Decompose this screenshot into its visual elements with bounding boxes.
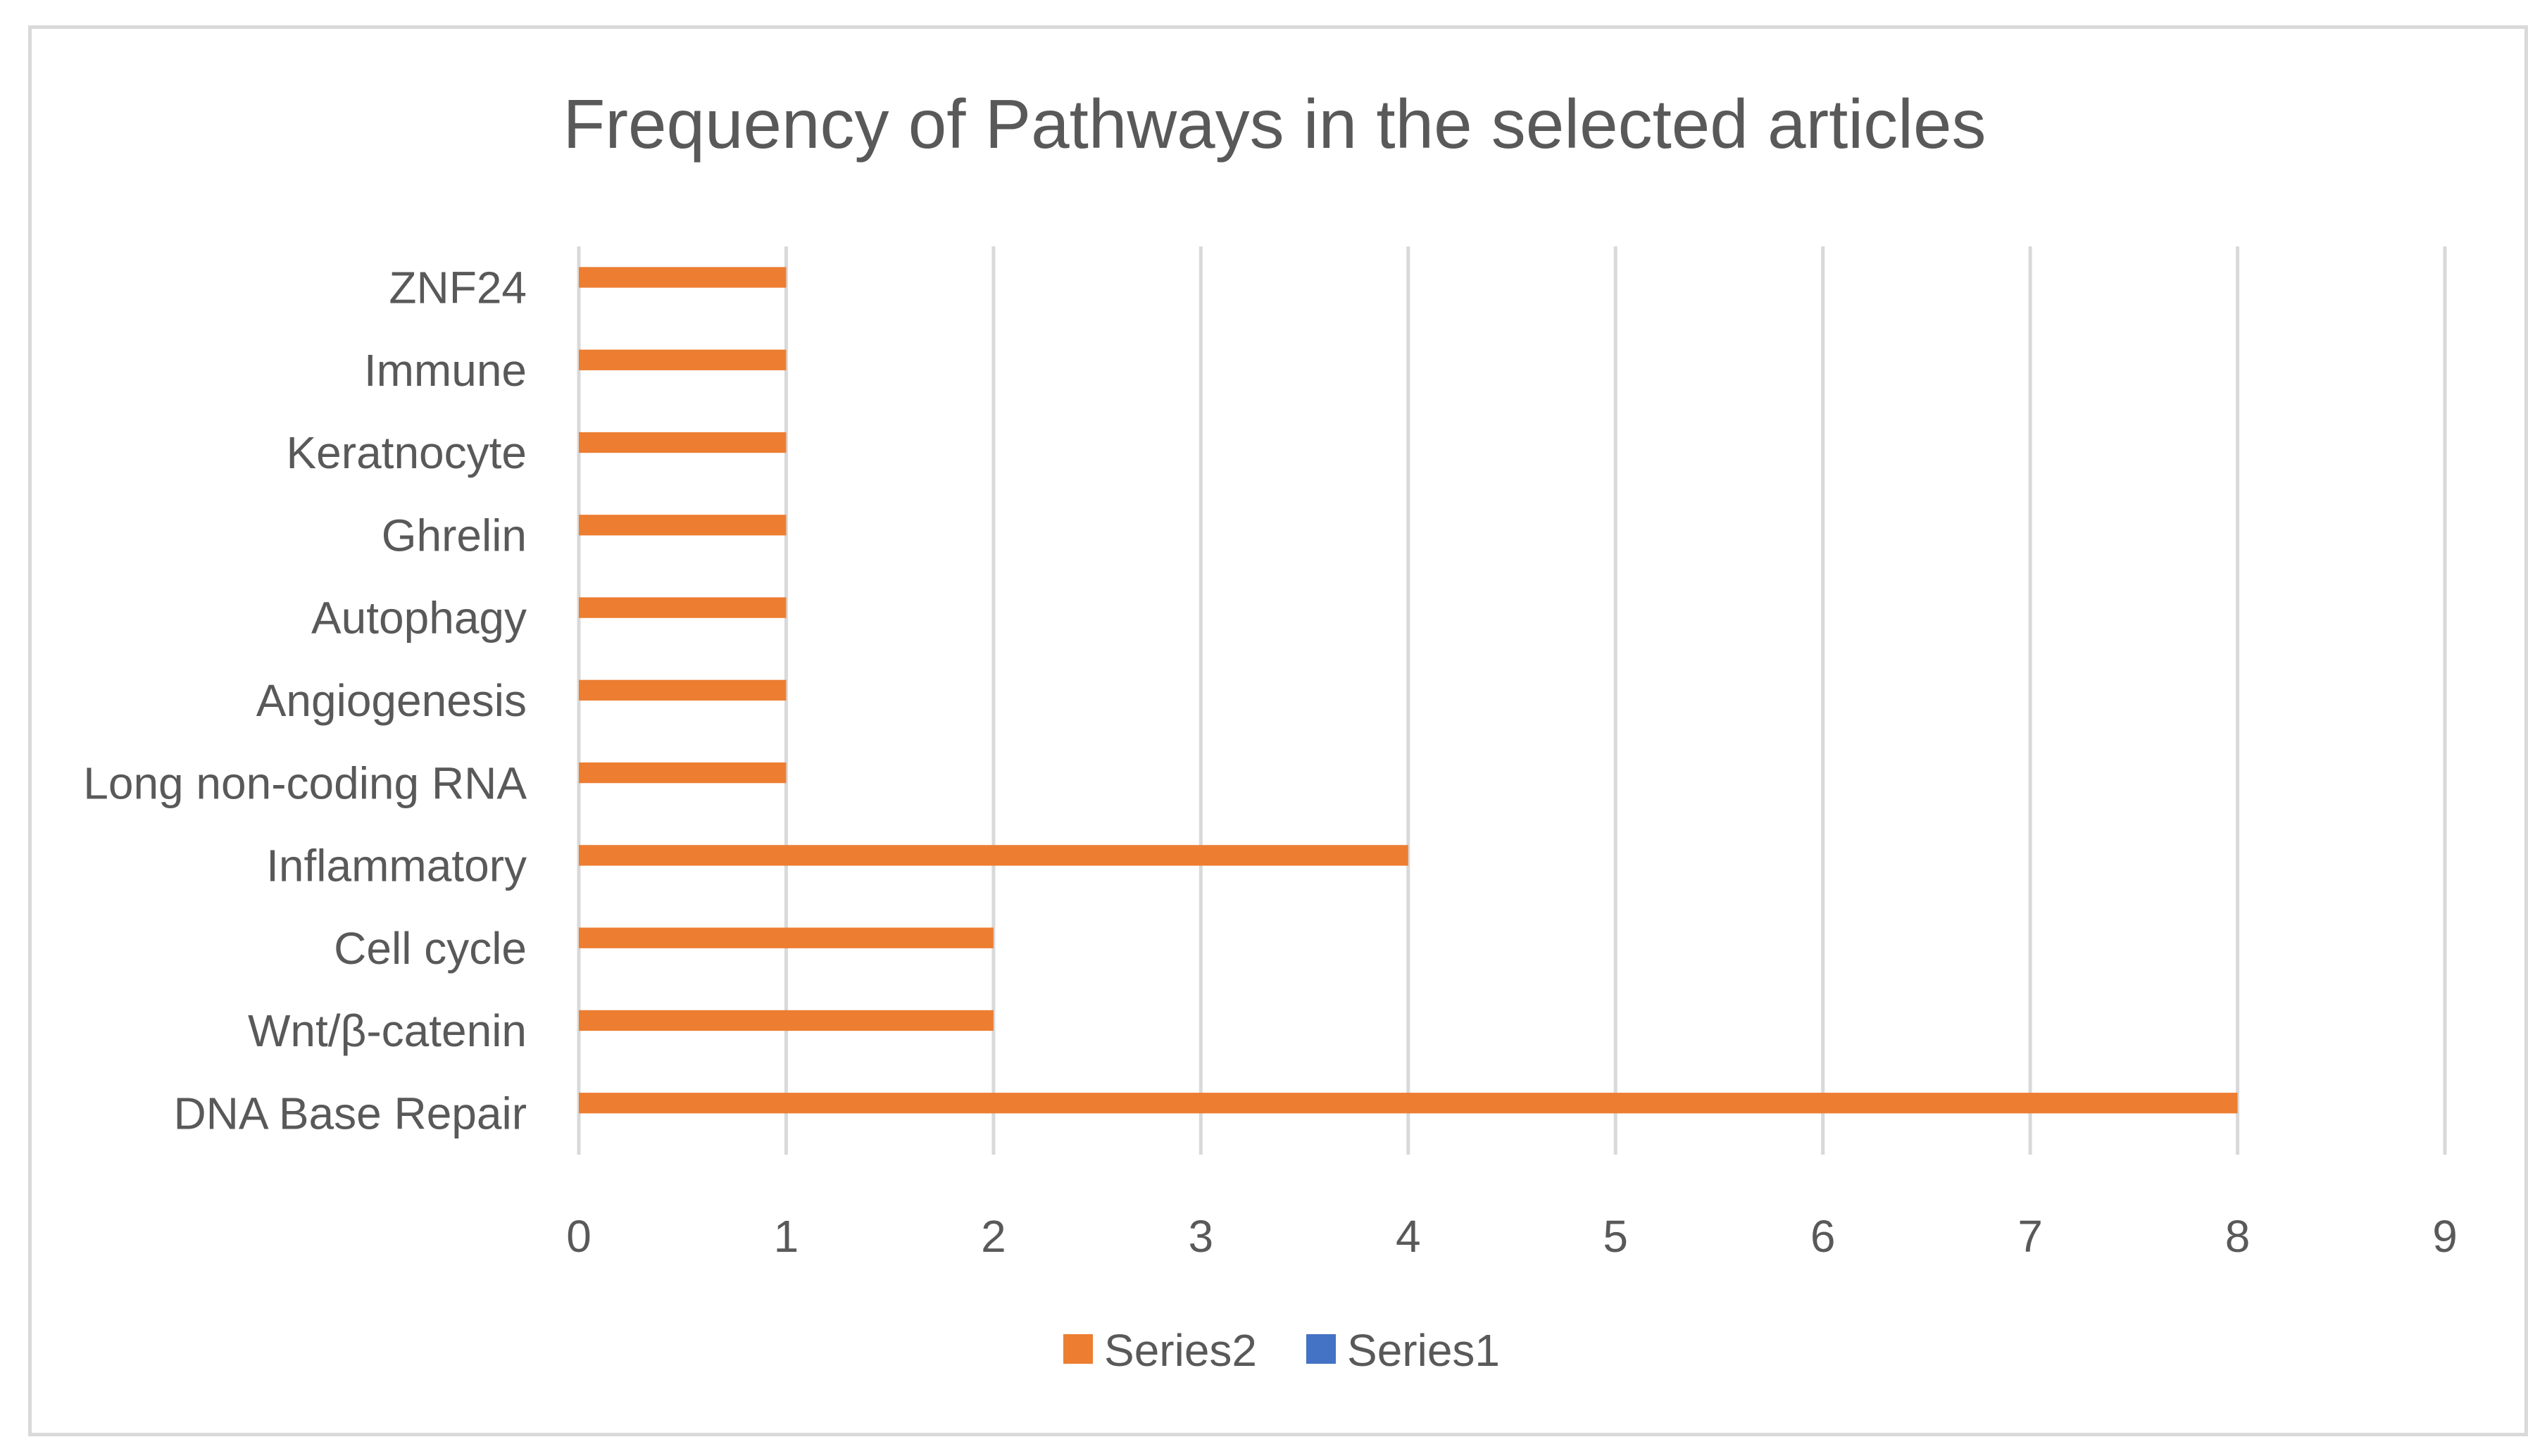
chart-frame: [28, 25, 2528, 1436]
bar-series2: [579, 1093, 2238, 1114]
bar-series2: [579, 927, 994, 948]
category-label: Angiogenesis: [256, 675, 527, 726]
x-tick-label: 4: [1396, 1211, 1421, 1262]
legend: Series2 Series1: [1063, 1325, 1500, 1376]
bar-series2: [579, 1010, 994, 1031]
x-tick-label: 6: [1810, 1211, 1836, 1262]
bar-series2: [579, 845, 1408, 866]
category-label: Immune: [364, 345, 527, 396]
legend-label: Series2: [1104, 1325, 1257, 1376]
bar-series2: [579, 349, 787, 370]
x-tick-label: 5: [1603, 1211, 1628, 1262]
bar-series2: [579, 267, 787, 288]
x-tick-label: 9: [2432, 1211, 2458, 1262]
grid-layer: [577, 246, 2447, 1155]
x-tick-label: 8: [2225, 1211, 2251, 1262]
category-labels: DNA Base Repair Wnt/β-catenin Cell cycle In…: [83, 263, 527, 1139]
bar-layer: [579, 267, 2238, 1114]
category-label: Inflammatory: [266, 841, 527, 891]
bar-series2: [579, 432, 787, 453]
x-tick-label: 2: [981, 1211, 1006, 1262]
x-tick-label: 0: [566, 1211, 592, 1262]
chart-title: Frequency of Pathways in the selected ar…: [563, 85, 1986, 163]
x-tick-label: 3: [1189, 1211, 1214, 1262]
legend-swatch: [1306, 1334, 1336, 1364]
category-label: Cell cycle: [334, 923, 527, 974]
x-tick-labels: 0 1 2 3 4 5 6 7 8 9: [566, 1211, 2458, 1262]
legend-label: Series1: [1347, 1325, 1500, 1376]
category-label: ZNF24: [389, 263, 527, 313]
bar-series2: [579, 762, 787, 784]
x-tick-label: 7: [2017, 1211, 2043, 1262]
category-label: Keratnocyte: [286, 427, 527, 478]
bar-series2: [579, 515, 787, 536]
category-label: DNA Base Repair: [173, 1088, 527, 1138]
bar-series2: [579, 597, 787, 618]
category-label: Long non-coding RNA: [83, 758, 527, 808]
bar-series2: [579, 679, 787, 701]
category-label: Wnt/β-catenin: [248, 1005, 527, 1056]
legend-swatch: [1063, 1334, 1093, 1364]
category-label: Autophagy: [311, 593, 527, 644]
category-label: Ghrelin: [382, 510, 527, 560]
x-tick-label: 1: [774, 1211, 799, 1262]
